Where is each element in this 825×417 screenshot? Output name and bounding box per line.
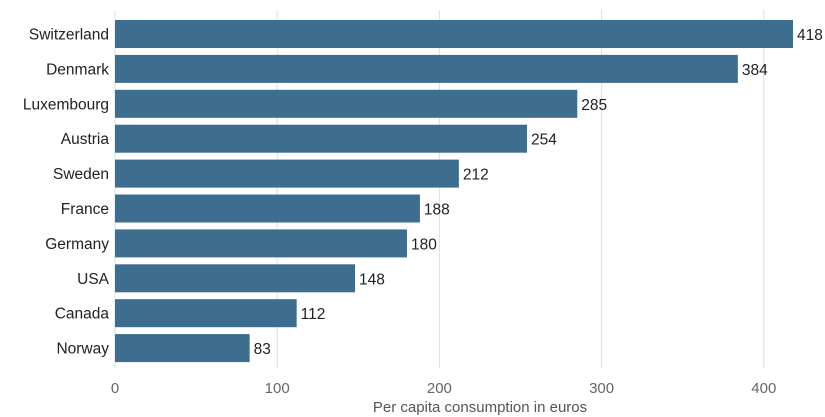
value-label: 384 bbox=[742, 62, 768, 79]
value-label: 188 bbox=[424, 202, 450, 219]
value-label: 285 bbox=[581, 97, 607, 114]
category-label: USA bbox=[77, 271, 110, 288]
category-label: France bbox=[61, 201, 109, 218]
value-label: 254 bbox=[531, 132, 557, 149]
x-axis-label: Per capita consumption in euros bbox=[373, 399, 587, 416]
category-labels: Switzerland Denmark Luxembourg Austria Swede… bbox=[23, 27, 110, 358]
value-label: 212 bbox=[463, 167, 489, 184]
value-label: 180 bbox=[411, 236, 437, 253]
value-labels: 418 384 285 254 212 188 180 148 112 83 bbox=[254, 27, 823, 358]
value-label: 148 bbox=[359, 271, 385, 288]
category-label: Norway bbox=[56, 341, 109, 358]
category-label: Austria bbox=[61, 131, 110, 148]
x-tick-labels: 0 100 200 300 400 bbox=[111, 380, 776, 397]
bar-germany bbox=[115, 229, 407, 258]
bar-sweden bbox=[115, 159, 459, 188]
value-label: 112 bbox=[301, 306, 326, 323]
category-label: Canada bbox=[55, 306, 110, 323]
bar-luxembourg bbox=[115, 89, 578, 118]
bar-france bbox=[115, 194, 420, 223]
category-label: Germany bbox=[45, 236, 109, 253]
bars bbox=[115, 20, 793, 363]
bar-norway bbox=[115, 334, 250, 363]
bar-canada bbox=[115, 299, 297, 328]
bar-denmark bbox=[115, 54, 738, 83]
value-label: 83 bbox=[254, 341, 271, 358]
category-label: Sweden bbox=[53, 166, 109, 183]
category-label: Denmark bbox=[46, 61, 109, 78]
category-label: Luxembourg bbox=[23, 96, 109, 113]
x-tick-label: 300 bbox=[589, 380, 614, 397]
bar-switzerland bbox=[115, 20, 793, 48]
bar-austria bbox=[115, 124, 527, 153]
category-label: Switzerland bbox=[29, 27, 109, 44]
x-tick-label: 400 bbox=[751, 380, 776, 397]
x-tick-label: 0 bbox=[111, 380, 119, 397]
x-tick-label: 100 bbox=[265, 380, 290, 397]
bar-usa bbox=[115, 264, 356, 293]
x-tick-label: 200 bbox=[427, 380, 452, 397]
value-label: 418 bbox=[797, 27, 823, 44]
